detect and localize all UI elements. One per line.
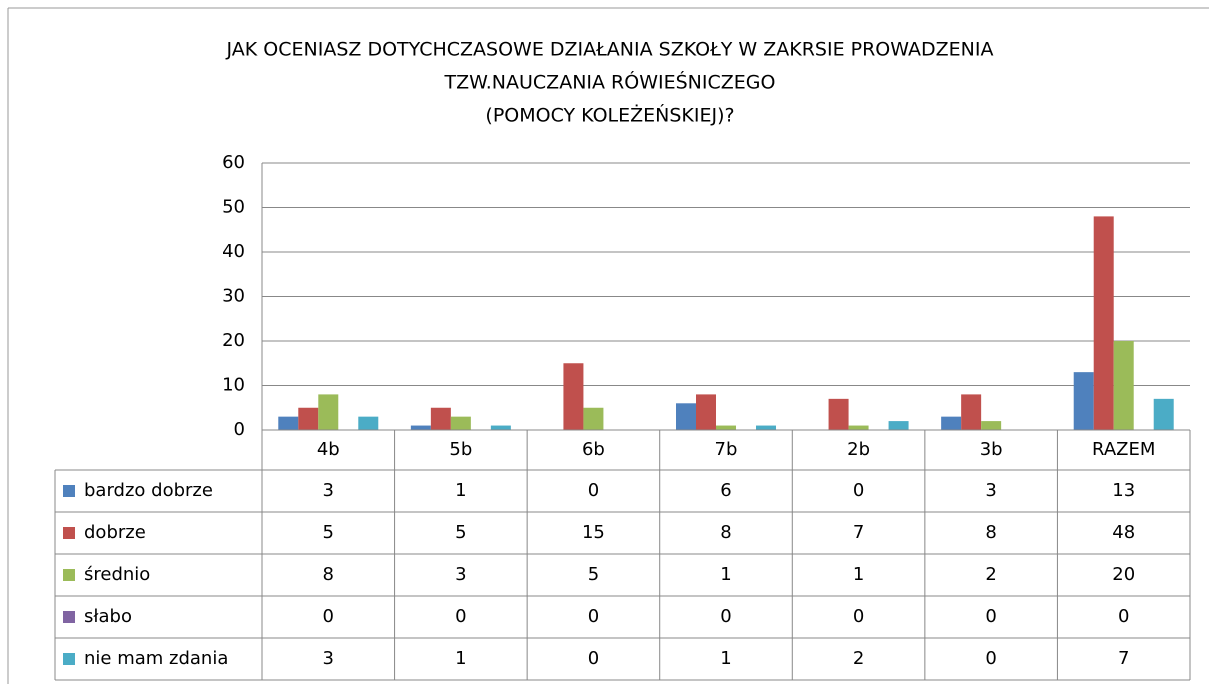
table-value: 3 bbox=[985, 480, 996, 501]
table-value: 3 bbox=[323, 480, 334, 501]
bar bbox=[676, 403, 696, 430]
bar bbox=[1093, 216, 1114, 430]
bar bbox=[981, 421, 1002, 430]
bar bbox=[1073, 372, 1094, 430]
chart-title: (POMOCY KOLEŻEŃSKIEJ)? bbox=[485, 104, 734, 127]
bar bbox=[848, 425, 869, 430]
y-tick-label: 40 bbox=[222, 241, 245, 262]
table-value: 8 bbox=[720, 522, 731, 543]
table-value: 1 bbox=[720, 648, 731, 669]
table-value: 0 bbox=[985, 606, 996, 627]
table-value: 0 bbox=[853, 480, 864, 501]
bar bbox=[450, 416, 471, 430]
table-value: 20 bbox=[1112, 564, 1135, 585]
legend-label: średnio bbox=[84, 564, 150, 585]
table-value: 0 bbox=[455, 606, 466, 627]
table-value: 2 bbox=[985, 564, 996, 585]
bar bbox=[583, 407, 604, 430]
table-value: 7 bbox=[1118, 648, 1129, 669]
y-tick-label: 30 bbox=[222, 286, 245, 307]
legend-label: dobrze bbox=[84, 522, 146, 543]
table-value: 13 bbox=[1112, 480, 1135, 501]
bar bbox=[298, 407, 319, 430]
table-value: 0 bbox=[588, 648, 599, 669]
x-tick-label: 3b bbox=[980, 439, 1003, 460]
table-value: 0 bbox=[588, 606, 599, 627]
y-tick-label: 10 bbox=[222, 375, 245, 396]
table-value: 0 bbox=[323, 606, 334, 627]
table-value: 0 bbox=[985, 648, 996, 669]
x-tick-label: 6b bbox=[582, 439, 605, 460]
table-value: 15 bbox=[582, 522, 605, 543]
bar bbox=[888, 421, 909, 430]
table-value: 0 bbox=[853, 606, 864, 627]
y-tick-label: 60 bbox=[222, 152, 245, 173]
bar bbox=[961, 394, 982, 430]
table-value: 0 bbox=[1118, 606, 1129, 627]
x-tick-label: 4b bbox=[317, 439, 340, 460]
bar bbox=[1113, 341, 1134, 430]
legend-swatch bbox=[63, 569, 75, 581]
bar bbox=[410, 425, 431, 430]
table-value: 7 bbox=[853, 522, 864, 543]
bar bbox=[318, 394, 339, 430]
x-tick-label: RAZEM bbox=[1092, 439, 1155, 460]
y-tick-label: 0 bbox=[234, 419, 245, 440]
chart-title: JAK OCENIASZ DOTYCHCZASOWE DZIAŁANIA SZK… bbox=[226, 39, 994, 61]
table-value: 6 bbox=[720, 480, 731, 501]
bar bbox=[490, 425, 511, 430]
bar bbox=[430, 407, 451, 430]
legend-swatch bbox=[63, 527, 75, 539]
x-tick-label: 5b bbox=[449, 439, 472, 460]
legend-swatch bbox=[63, 653, 75, 665]
table-value: 5 bbox=[323, 522, 334, 543]
table-value: 8 bbox=[985, 522, 996, 543]
bar bbox=[828, 398, 849, 430]
legend-label: nie mam zdania bbox=[84, 648, 228, 669]
bar bbox=[278, 416, 299, 430]
bar bbox=[756, 425, 776, 430]
table-value: 1 bbox=[853, 564, 864, 585]
table-value: 1 bbox=[455, 480, 466, 501]
table-value: 5 bbox=[455, 522, 466, 543]
y-tick-label: 50 bbox=[222, 197, 245, 218]
bar bbox=[941, 416, 962, 430]
bar bbox=[696, 394, 716, 430]
table-value: 0 bbox=[588, 480, 599, 501]
x-tick-label: 2b bbox=[847, 439, 870, 460]
table-value: 0 bbox=[720, 606, 731, 627]
table-value: 3 bbox=[323, 648, 334, 669]
legend-label: słabo bbox=[84, 606, 132, 627]
chart-title: TZW.NAUCZANIA RÓWIEŚNICZEGO bbox=[444, 70, 776, 94]
table-value: 3 bbox=[455, 564, 466, 585]
bar bbox=[1153, 398, 1174, 430]
legend-swatch bbox=[63, 611, 75, 623]
y-tick-label: 20 bbox=[222, 330, 245, 351]
table-value: 1 bbox=[720, 564, 731, 585]
table-value: 1 bbox=[455, 648, 466, 669]
table-value: 8 bbox=[323, 564, 334, 585]
bar bbox=[563, 363, 584, 430]
table-value: 5 bbox=[588, 564, 599, 585]
x-tick-label: 7b bbox=[715, 439, 738, 460]
legend-label: bardzo dobrze bbox=[84, 480, 213, 501]
table-value: 48 bbox=[1112, 522, 1135, 543]
bar bbox=[716, 425, 736, 430]
legend-swatch bbox=[63, 485, 75, 497]
table-value: 2 bbox=[853, 648, 864, 669]
bar bbox=[358, 416, 379, 430]
